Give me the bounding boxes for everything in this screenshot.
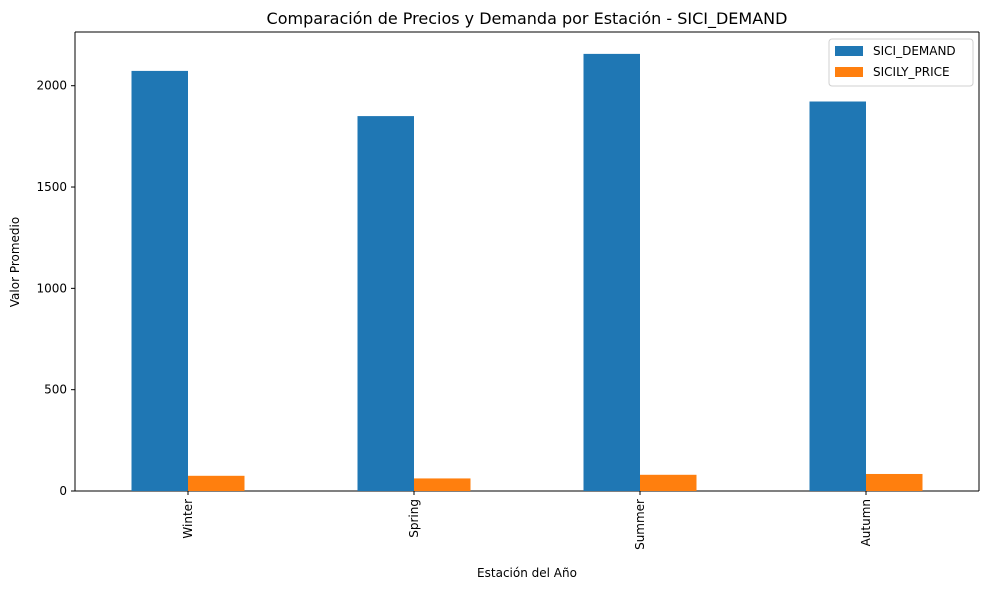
y-axis-label: Valor Promedio [8, 217, 22, 307]
y-axis: 0 500 1000 1500 2000 Valor Promedio [8, 32, 76, 498]
chart-title: Comparación de Precios y Demanda por Est… [267, 9, 788, 29]
legend-swatch-sici-demand [835, 46, 863, 56]
legend-label-sici-demand: SICI_DEMAND [873, 44, 956, 58]
y-tick-label: 1500 [36, 180, 67, 194]
bar-sici-demand-summer [583, 53, 640, 491]
bar-sicily-price-winter [188, 475, 245, 491]
bar-sicily-price-summer [640, 474, 697, 491]
bar-sicily-price-autumn [866, 473, 923, 491]
legend-label-sicily-price: SICILY_PRICE [873, 65, 950, 79]
y-tick-label: 500 [44, 383, 67, 397]
legend: SICI_DEMAND SICILY_PRICE [828, 38, 974, 87]
y-ticks: 0 500 1000 1500 2000 [36, 79, 75, 498]
x-tick-label-winter: Winter [181, 499, 195, 539]
bar-sicily-price-spring [414, 478, 471, 491]
legend-box [828, 38, 974, 87]
y-tick-label: 0 [59, 484, 67, 498]
x-tick-label-autumn: Autumn [859, 499, 873, 546]
legend-swatch-sicily-price [835, 67, 863, 77]
bar-sici-demand-winter [131, 70, 188, 492]
x-tick-label-spring: Spring [407, 499, 421, 538]
y-tick-label: 1000 [36, 281, 67, 295]
x-axis-label: Estación del Año [477, 566, 577, 580]
x-axis: Winter Spring Summer Autumn Estación del Añ… [75, 490, 979, 580]
x-tick-label-summer: Summer [633, 499, 647, 550]
bars [131, 53, 923, 492]
bar-sici-demand-spring [357, 116, 414, 491]
x-ticks: Winter Spring Summer Autumn [181, 491, 873, 550]
y-tick-label: 2000 [36, 79, 67, 93]
bar-sici-demand-autumn [809, 101, 866, 491]
